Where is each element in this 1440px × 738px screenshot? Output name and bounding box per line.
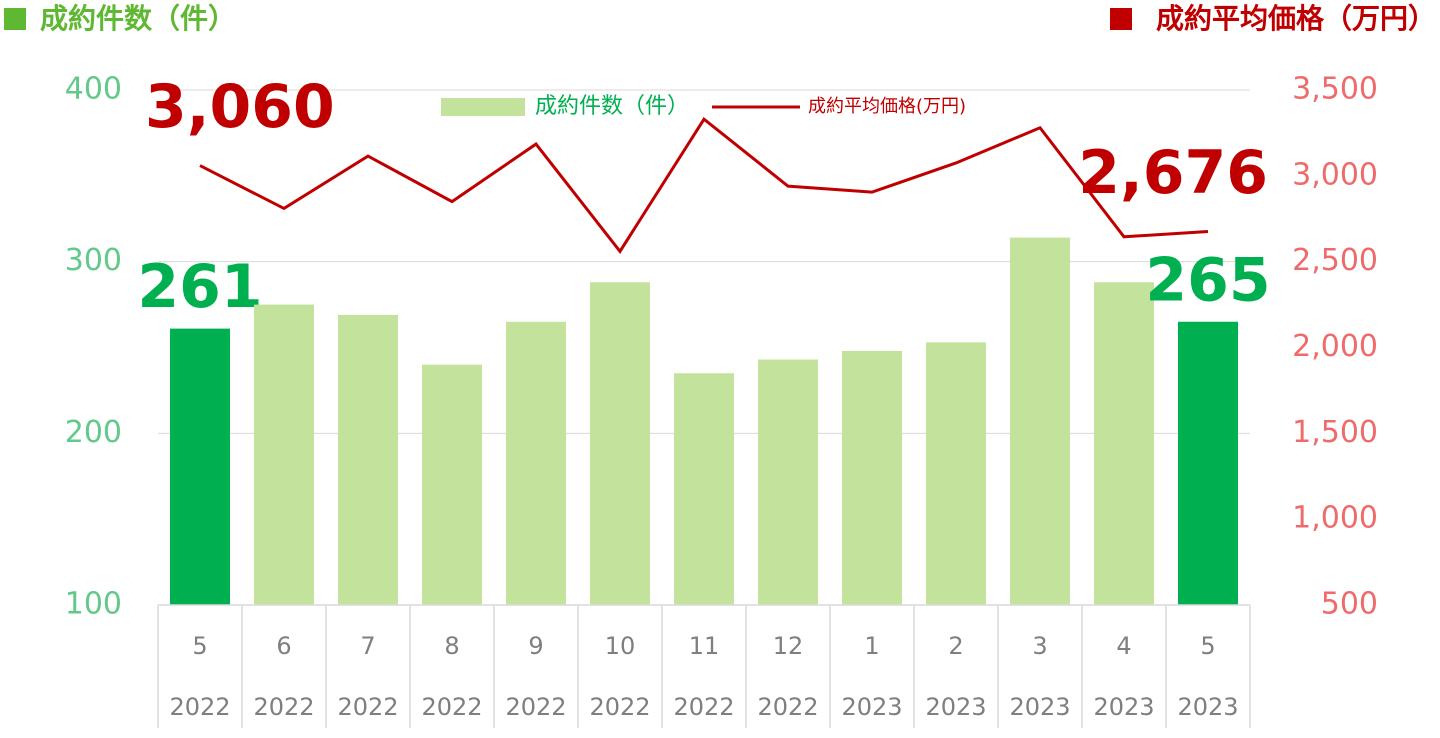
bar	[254, 304, 314, 605]
x-tick-label: 5	[192, 632, 207, 660]
x-tick-year: 2023	[1177, 693, 1238, 721]
x-tick-label: 6	[276, 632, 291, 660]
bar	[338, 314, 398, 605]
x-tick-year: 2022	[169, 693, 230, 721]
x-tick-label: 12	[773, 632, 804, 660]
bar	[1094, 282, 1154, 605]
bar	[926, 342, 986, 605]
x-tick-year: 2023	[841, 693, 902, 721]
bar	[170, 328, 230, 605]
x-tick-year: 2023	[925, 693, 986, 721]
x-tick-label: 3	[1032, 632, 1047, 660]
y-tick-label: 100	[65, 587, 122, 622]
y-tick-label: 200	[65, 415, 122, 450]
bar	[590, 282, 650, 605]
bar	[842, 350, 902, 605]
legend-label: 成約件数（件）	[535, 94, 689, 119]
y2-tick-label: 1,500	[1292, 415, 1378, 450]
y2-axis-title: 成約平均価格（万円）	[1156, 2, 1436, 35]
x-tick-label: 4	[1116, 632, 1131, 660]
value-label: 3,060	[145, 72, 335, 142]
bar	[758, 359, 818, 605]
x-tick-label: 5	[1200, 632, 1215, 660]
bar	[506, 321, 566, 605]
line	[199, 116, 1209, 254]
legend-swatch	[441, 98, 525, 116]
value-label: 261	[137, 252, 262, 322]
x-tick-year: 2022	[253, 693, 314, 721]
y2-tick-label: 2,000	[1292, 329, 1378, 364]
x-tick-label: 1	[864, 632, 879, 660]
value-label: 265	[1145, 245, 1270, 315]
y2-tick-label: 3,500	[1292, 72, 1378, 107]
x-tick-year: 2022	[337, 693, 398, 721]
legend-label: 成約平均価格(万円)	[808, 96, 966, 117]
y-tick-label: 400	[65, 72, 122, 107]
x-tick-year: 2022	[589, 693, 650, 721]
bar	[422, 364, 482, 605]
x-tick-year: 2022	[757, 693, 818, 721]
x-tick-year: 2022	[505, 693, 566, 721]
bar	[674, 373, 734, 605]
bar	[1178, 321, 1238, 605]
header-marker	[4, 8, 26, 30]
x-tick-year: 2022	[421, 693, 482, 721]
x-tick-year: 2023	[1009, 693, 1070, 721]
x-tick-label: 8	[444, 632, 459, 660]
x-tick-label: 11	[689, 632, 720, 660]
x-tick-year: 2023	[1093, 693, 1154, 721]
header-marker	[1110, 8, 1132, 30]
bar	[1010, 237, 1070, 605]
x-tick-label: 10	[605, 632, 636, 660]
value-label: 2,676	[1078, 138, 1268, 208]
x-tick-label: 2	[948, 632, 963, 660]
x-tick-label: 9	[528, 632, 543, 660]
y2-tick-label: 2,500	[1292, 243, 1378, 278]
y2-tick-label: 1,000	[1292, 501, 1378, 536]
x-tick-year: 2022	[673, 693, 734, 721]
y2-tick-label: 3,000	[1292, 157, 1378, 192]
x-tick-label: 7	[360, 632, 375, 660]
y2-tick-label: 500	[1321, 587, 1378, 622]
y-axis-title: 成約件数（件）	[40, 2, 236, 35]
y-tick-label: 300	[65, 243, 122, 278]
